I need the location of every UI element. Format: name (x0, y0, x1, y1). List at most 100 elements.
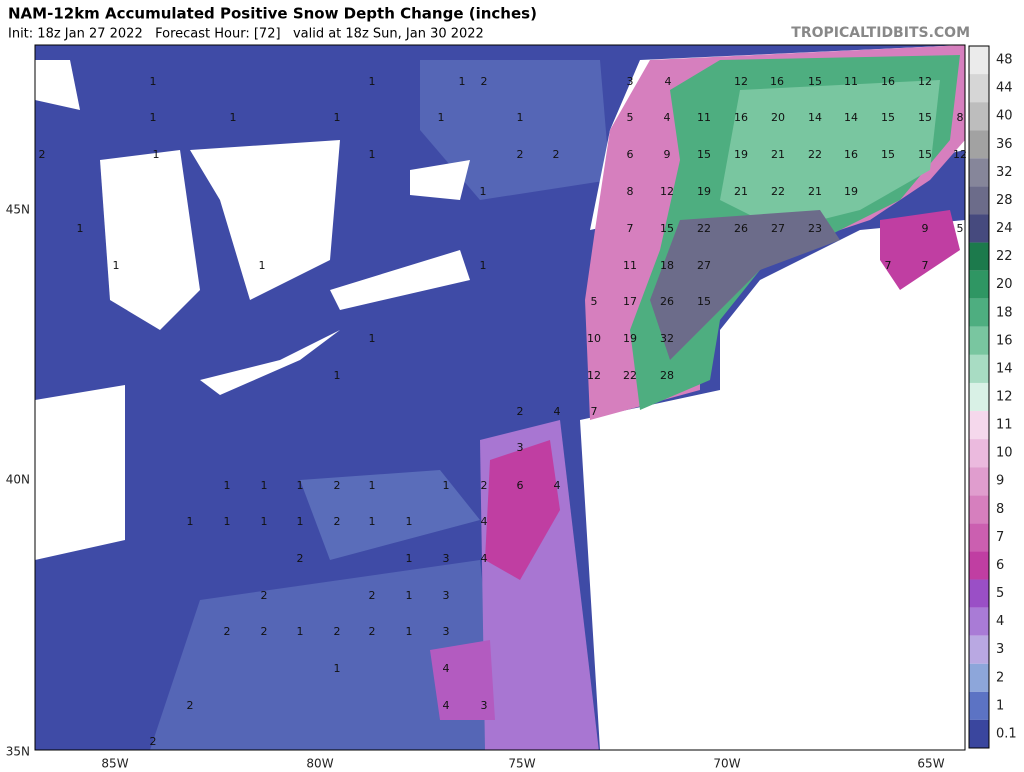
map-label: 4 (443, 699, 450, 712)
map-label: 1 (406, 515, 413, 528)
colorbar-swatch (969, 270, 989, 299)
map-label: 26 (660, 295, 674, 308)
colorbar-swatch (969, 635, 989, 664)
colorbar-frame (968, 45, 990, 749)
lat-label: 35N (6, 745, 30, 759)
colorbar-swatch (969, 130, 989, 159)
map-label: 1 (369, 479, 376, 492)
map-label: 6 (627, 148, 634, 161)
map-label: 9 (922, 222, 929, 235)
map-label: 7 (885, 259, 892, 272)
colorbar-swatch (969, 663, 989, 692)
map-label: 22 (623, 369, 637, 382)
map-label: 2 (481, 479, 488, 492)
map-label: 2 (187, 699, 194, 712)
map-label: 2 (553, 148, 560, 161)
map-label: 12 (918, 75, 932, 88)
colorbar-label: 48 (996, 53, 1013, 68)
map-label: 19 (623, 332, 637, 345)
colorbar-label: 6 (996, 558, 1004, 573)
map-label: 15 (918, 148, 932, 161)
map-label: 12 (953, 148, 967, 161)
map-label: 2 (517, 148, 524, 161)
map-label: 27 (697, 259, 711, 272)
source: TROPICALTIDBITS.COM (791, 25, 970, 41)
colorbar-swatch (969, 719, 989, 748)
colorbar-label: 8 (996, 502, 1004, 517)
map-label: 1 (153, 148, 160, 161)
lon-label: 65W (917, 757, 944, 771)
lon-label: 85W (101, 757, 128, 771)
colorbar-swatch (969, 326, 989, 355)
map-label: 4 (665, 75, 672, 88)
map-label: 1 (443, 479, 450, 492)
map-label: 16 (734, 111, 748, 124)
map-label: 12 (660, 185, 674, 198)
map-label: 1 (334, 662, 341, 675)
map-label: 23 (808, 222, 822, 235)
colorbar: 4844403632282422201816141211109876543210… (968, 45, 1017, 749)
colorbar-swatch (969, 242, 989, 271)
map-label: 7 (922, 259, 929, 272)
colorbar-swatch (969, 354, 989, 383)
colorbar-label: 1 (996, 698, 1004, 713)
map-label: 2 (369, 625, 376, 638)
map-label: 21 (771, 148, 785, 161)
map-label: 1 (259, 259, 266, 272)
map-label: 4 (554, 479, 561, 492)
map-label: 2 (517, 405, 524, 418)
map-label: 3 (481, 699, 488, 712)
colorbar-label: 18 (996, 305, 1013, 320)
colorbar-label: 12 (996, 390, 1013, 405)
map-label: 4 (664, 111, 671, 124)
map-label: 1 (406, 552, 413, 565)
map-label: 19 (697, 185, 711, 198)
colorbar-swatch (969, 46, 989, 75)
map-label: 1 (297, 515, 304, 528)
map-label: 1 (369, 148, 376, 161)
map-label: 2 (334, 625, 341, 638)
map-label: 4 (443, 662, 450, 675)
map-label: 1 (480, 259, 487, 272)
map-label: 3 (627, 75, 634, 88)
map-label: 1 (224, 479, 231, 492)
map-label: 1 (438, 111, 445, 124)
lat-label: 45N (6, 203, 30, 217)
colorbar-swatch (969, 495, 989, 524)
map-label: 22 (808, 148, 822, 161)
map-label: 20 (771, 111, 785, 124)
map-label: 15 (881, 148, 895, 161)
map-label: 12 (734, 75, 748, 88)
colorbar-swatch (969, 523, 989, 552)
map-label: 8 (627, 185, 634, 198)
map-label: 19 (844, 185, 858, 198)
map-label: 4 (554, 405, 561, 418)
map-label: 1 (517, 111, 524, 124)
map-label: 14 (844, 111, 858, 124)
map-label: 22 (771, 185, 785, 198)
map-label: 3 (517, 441, 524, 454)
colorbar-label: 44 (996, 81, 1013, 96)
map-label: 1 (369, 515, 376, 528)
map-label: 16 (770, 75, 784, 88)
map-label: 11 (623, 259, 637, 272)
map-label: 15 (808, 75, 822, 88)
map-label: 1 (297, 625, 304, 638)
map-label: 12 (587, 369, 601, 382)
colorbar-swatch (969, 186, 989, 215)
map-label: 15 (697, 148, 711, 161)
map-label: 2 (224, 625, 231, 638)
axes: 45N 40N 35N 85W 80W 75W 70W 65W (6, 203, 945, 771)
colorbar-swatch (969, 411, 989, 440)
map-label: 2 (261, 625, 268, 638)
map-label: 15 (660, 222, 674, 235)
colorbar-swatch (969, 158, 989, 187)
lon-label: 75W (508, 757, 535, 771)
map-label: 5 (957, 222, 964, 235)
map: 1 1 1 2 3 4 12 16 15 11 16 121 1 1 1 1 5 4 11 16 20 14 14 15 15 8… (34, 44, 967, 751)
map-label: 1 (187, 515, 194, 528)
colorbar-label: 40 (996, 109, 1013, 124)
map-label: 8 (957, 111, 964, 124)
map-label: 2 (39, 148, 46, 161)
